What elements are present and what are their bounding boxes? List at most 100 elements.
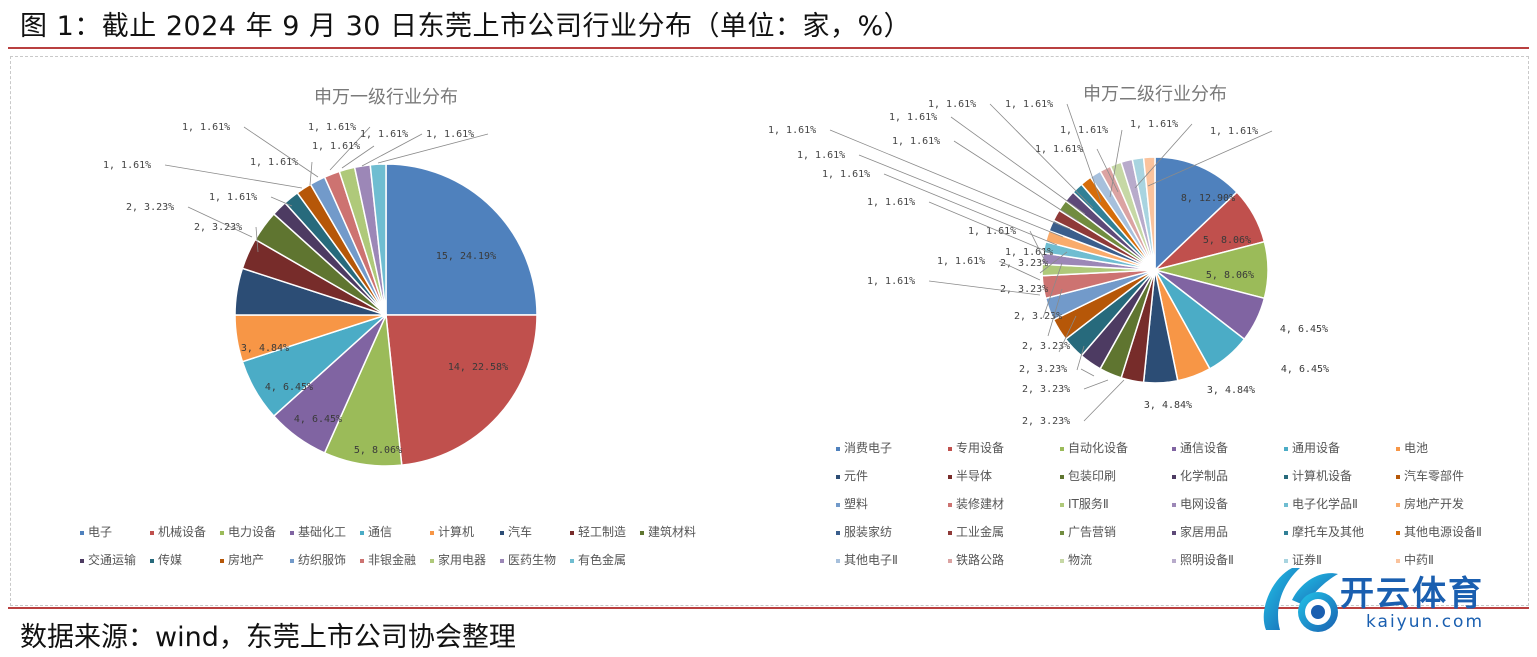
data-label: 4, 6.45%	[294, 414, 342, 425]
legend-swatch	[1284, 503, 1288, 507]
legend-item: 专用设备	[956, 440, 1004, 455]
legend-swatch	[220, 559, 224, 563]
legend-item: 建筑材料	[648, 524, 696, 539]
data-label: 1, 1.61%	[250, 157, 298, 168]
leader-line	[1029, 230, 1047, 264]
legend-swatch	[220, 531, 224, 535]
leader-line	[309, 161, 313, 186]
leader-line	[1076, 345, 1085, 371]
data-label: 1, 1.61%	[360, 129, 408, 140]
leader-line	[928, 201, 1054, 255]
kaiyun-logo	[1263, 568, 1338, 632]
legend-item: 电力设备	[228, 525, 276, 539]
watermark-cn: 开云体育	[1340, 574, 1484, 614]
legend-item: 通信设备	[1180, 441, 1228, 455]
data-label: 1, 1.61%	[1005, 99, 1053, 110]
data-label: 2, 3.23%	[126, 202, 174, 213]
data-label: 1, 1.61%	[1005, 247, 1053, 258]
data-label: 3, 4.84%	[1144, 400, 1192, 411]
legend-swatch	[430, 531, 434, 535]
pie-slice	[369, 163, 387, 316]
data-label: 1, 1.61%	[937, 256, 985, 267]
legend-item: 计算机	[438, 524, 474, 539]
legend-swatch	[836, 559, 840, 563]
data-label: 4, 6.45%	[265, 382, 313, 393]
legend-item: 其他电源设备Ⅱ	[1404, 525, 1482, 539]
chart-title: 申万一级行业分布	[314, 87, 458, 108]
legend-swatch	[836, 503, 840, 507]
legend-item: 房地产开发	[1404, 496, 1464, 511]
legend-item: 照明设备Ⅱ	[1180, 553, 1234, 567]
leader-line	[341, 145, 375, 169]
legend-item: 自动化设备	[1068, 441, 1128, 455]
legend-swatch	[1060, 503, 1064, 507]
legend-swatch	[1060, 447, 1064, 451]
legend-item: 证券Ⅱ	[1292, 552, 1322, 567]
title-divider	[8, 47, 1529, 49]
data-label: 2, 3.23%	[1022, 341, 1070, 352]
data-label: 4, 6.45%	[1281, 364, 1329, 375]
data-label: 14, 22.58%	[448, 362, 508, 373]
leader-line	[1083, 379, 1109, 390]
legend-swatch	[948, 447, 952, 451]
legend-item: 化学制品	[1180, 468, 1228, 483]
leader-line	[858, 154, 1064, 238]
data-label: 3, 4.84%	[1207, 385, 1255, 396]
legend-swatch	[948, 531, 952, 535]
legend-swatch	[948, 559, 952, 563]
leader-line	[1083, 379, 1125, 422]
legend-item: 包装印刷	[1068, 469, 1116, 483]
legend-swatch	[290, 531, 294, 535]
data-label: 1, 1.61%	[1130, 119, 1178, 130]
data-label: 2, 3.23%	[1000, 284, 1048, 295]
data-label: 2, 3.23%	[1019, 364, 1067, 375]
legend-item: 计算机设备	[1292, 468, 1352, 483]
data-label: 5, 8.06%	[1203, 235, 1251, 246]
leader-line	[1080, 368, 1095, 377]
legend-swatch	[1284, 559, 1288, 563]
legend-item: 电池	[1404, 441, 1428, 455]
legend-item: 汽车零部件	[1404, 468, 1464, 483]
legend-swatch	[836, 531, 840, 535]
legend-swatch	[150, 531, 154, 535]
legend-swatch	[1060, 559, 1064, 563]
leader-line	[1109, 129, 1123, 198]
leader-line	[1134, 123, 1193, 189]
data-label: 2, 3.23%	[1014, 311, 1062, 322]
legend-swatch	[1060, 531, 1064, 535]
legend-swatch	[150, 559, 154, 563]
legend-swatch	[1172, 503, 1176, 507]
data-label: 1, 1.61%	[822, 169, 870, 180]
leader-line	[829, 129, 1071, 230]
legend-item: 非银金融	[368, 552, 416, 567]
legend-item: 通信	[368, 525, 392, 539]
legend-swatch	[1284, 531, 1288, 535]
leader-line	[1147, 130, 1273, 187]
legend-item: 电子化学品Ⅱ	[1292, 496, 1358, 511]
data-label: 1, 1.61%	[867, 276, 915, 287]
leader-line	[928, 280, 1041, 296]
data-label: 1, 1.61%	[889, 112, 937, 123]
data-label: 1, 1.61%	[308, 122, 356, 133]
legend-swatch	[290, 559, 294, 563]
legend-item: 轻工制造	[578, 525, 626, 539]
legend-item: 传媒	[158, 552, 182, 567]
data-label: 1, 1.61%	[968, 226, 1016, 237]
legend-swatch	[1172, 475, 1176, 479]
source-note: 数据来源：wind，东莞上市公司协会整理	[20, 622, 516, 653]
legend-swatch	[570, 559, 574, 563]
leader-line	[1066, 103, 1102, 203]
leader-line	[1096, 148, 1119, 193]
legend-swatch	[948, 503, 952, 507]
leader-line	[883, 173, 1058, 246]
data-label: 1, 1.61%	[797, 150, 845, 161]
legend-swatch	[1396, 447, 1400, 451]
legend-swatch	[80, 531, 84, 535]
legend-swatch	[1284, 475, 1288, 479]
legend-item: 家用电器	[438, 552, 486, 567]
watermark-en: kaiyun.com	[1366, 612, 1485, 632]
data-label: 5, 8.06%	[1206, 270, 1254, 281]
data-label: 1, 1.61%	[928, 99, 976, 110]
legend-item: 半导体	[956, 469, 992, 483]
data-label: 4, 6.45%	[1280, 324, 1328, 335]
